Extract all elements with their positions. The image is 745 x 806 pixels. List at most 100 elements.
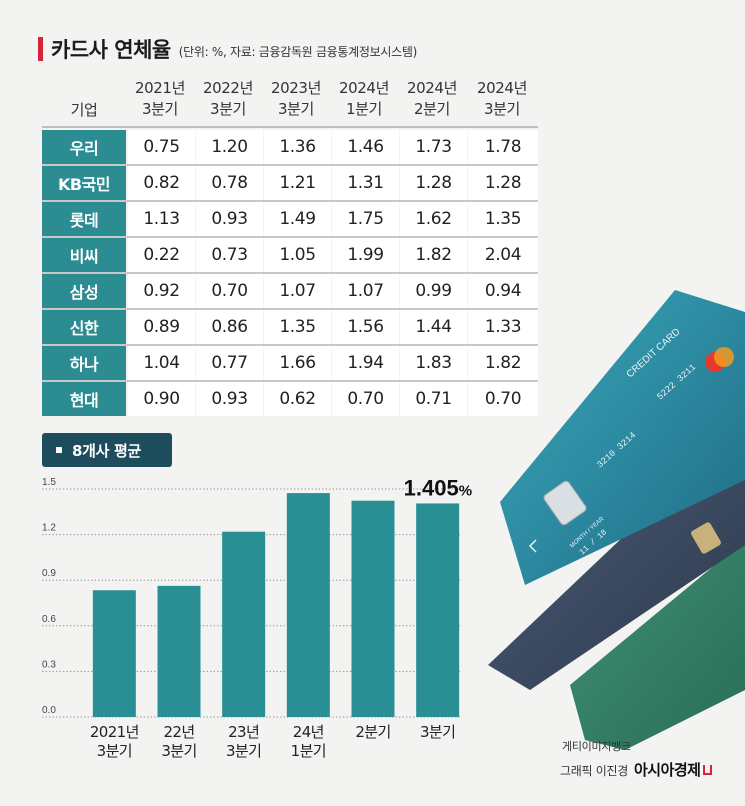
bullet-icon <box>56 447 62 453</box>
table-cell: 0.22 <box>128 238 195 272</box>
x-tick-label: 3분기 <box>226 742 261 760</box>
table-cell: 0.90 <box>128 382 195 416</box>
table-cell: 0.93 <box>196 202 263 236</box>
bar <box>351 500 395 717</box>
delinquency-table: 기업 2021년 3분기 2022년 3분기 2023년 3분기 2024년 1… <box>42 78 538 416</box>
x-tick-label: 23년 <box>228 723 259 741</box>
row-divider <box>42 308 538 310</box>
table-cell: 0.70 <box>468 382 538 416</box>
company-label: KB국민 <box>42 166 126 200</box>
y-tick-label: 0.0 <box>42 705 56 716</box>
table-cell: 1.73 <box>400 130 467 164</box>
table-cell: 1.28 <box>468 166 538 200</box>
x-tick-label: 2분기 <box>355 723 390 741</box>
bar <box>286 493 330 717</box>
table-cell: 1.56 <box>332 310 399 344</box>
column-header-year: 2022년 <box>203 79 253 97</box>
column-header-year: 2024년 <box>339 79 389 97</box>
bars <box>92 493 460 717</box>
column-header: 2021년 3분기 <box>127 78 193 120</box>
annotation-unit: % <box>459 482 472 499</box>
x-tick-label: 3분기 <box>161 742 196 760</box>
table-cell: 1.35 <box>264 310 331 344</box>
company-label: 우리 <box>42 130 126 164</box>
company-label: 삼성 <box>42 274 126 308</box>
table-cell: 1.04 <box>128 346 195 380</box>
row-divider <box>42 344 538 346</box>
table-cell: 0.89 <box>128 310 195 344</box>
table-cell: 0.62 <box>264 382 331 416</box>
table-cell: 1.07 <box>264 274 331 308</box>
table-row: 신한 0.89 0.86 1.35 1.56 1.44 1.33 <box>42 310 538 346</box>
x-tick-label: 22년 <box>163 723 194 741</box>
table-row: 하나 1.04 0.77 1.66 1.94 1.83 1.82 <box>42 346 538 382</box>
title-accent-bar <box>38 37 43 61</box>
x-tick-label: 1분기 <box>291 742 326 760</box>
column-header-quarter: 3분기 <box>278 100 314 118</box>
table-cell: 0.92 <box>128 274 195 308</box>
brand-logo: 아시아경제 <box>633 761 701 779</box>
table-cell: 1.75 <box>332 202 399 236</box>
company-label: 하나 <box>42 346 126 380</box>
table-row: 삼성 0.92 0.70 1.07 1.07 0.99 0.94 <box>42 274 538 310</box>
table-header: 기업 2021년 3분기 2022년 3분기 2023년 3분기 2024년 1… <box>42 78 538 128</box>
average-rate-bar-chart: 0.00.30.60.91.21.5 2021년3분기22년3분기23년3분기2… <box>42 475 472 760</box>
x-tick-label: 3분기 <box>420 723 455 741</box>
table-cell: 1.62 <box>400 202 467 236</box>
table-cell: 1.31 <box>332 166 399 200</box>
table-cell: 0.77 <box>196 346 263 380</box>
chevron-icon <box>528 539 537 553</box>
table-cell: 0.70 <box>196 274 263 308</box>
page-title: 카드사 연체율 <box>51 38 171 62</box>
table-cell: 0.71 <box>400 382 467 416</box>
y-tick-label: 1.2 <box>42 523 56 534</box>
green-card <box>570 540 745 750</box>
x-tick-label: 24년 <box>293 723 324 741</box>
column-header-quarter: 1분기 <box>346 100 382 118</box>
table-row: 롯데 1.13 0.93 1.49 1.75 1.62 1.35 <box>42 202 538 238</box>
credit-cards-illustration: CREDIT CARD 5222 3211 3210 3214 MONTH / … <box>488 290 745 750</box>
column-header-quarter: 3분기 <box>142 100 178 118</box>
company-label: 롯데 <box>42 202 126 236</box>
table-cell: 1.05 <box>264 238 331 272</box>
column-header-quarter: 3분기 <box>484 100 520 118</box>
column-header: 2024년 3분기 <box>467 78 537 120</box>
table-cell: 0.78 <box>196 166 263 200</box>
company-label: 현대 <box>42 382 126 416</box>
chip-icon <box>691 522 721 554</box>
column-header: 2024년 1분기 <box>331 78 397 120</box>
table-corner-label: 기업 <box>70 101 98 119</box>
table-cell: 0.93 <box>196 382 263 416</box>
x-tick-label: 2021년 <box>90 723 139 741</box>
chip-icon <box>543 480 587 526</box>
table-cell: 1.46 <box>332 130 399 164</box>
column-header: 2022년 3분기 <box>195 78 261 120</box>
table-cell: 1.44 <box>400 310 467 344</box>
bar <box>222 531 266 717</box>
y-tick-label: 0.9 <box>42 568 56 579</box>
average-badge: 8개사 평균 <box>42 433 172 467</box>
header-divider <box>42 126 538 128</box>
average-badge-label: 8개사 평균 <box>72 441 142 460</box>
y-axis-ticks: 0.0 0.3 0.6 0.9 1.2 1.5 <box>42 477 56 716</box>
table-cell: 0.75 <box>128 130 195 164</box>
row-divider <box>42 236 538 238</box>
graphic-credit-label: 그래픽 이진경 <box>560 764 628 778</box>
column-header-year: 2024년 <box>477 79 527 97</box>
table-cell: 1.66 <box>264 346 331 380</box>
row-divider <box>42 380 538 382</box>
table-cell: 0.99 <box>400 274 467 308</box>
table-cell: 1.20 <box>196 130 263 164</box>
table-cell: 1.07 <box>332 274 399 308</box>
table-row: 비씨 0.22 0.73 1.05 1.99 1.82 2.04 <box>42 238 538 274</box>
table-cell: 1.21 <box>264 166 331 200</box>
table-row: 현대 0.90 0.93 0.62 0.70 0.71 0.70 <box>42 382 538 416</box>
table-cell: 1.83 <box>400 346 467 380</box>
column-header-year: 2023년 <box>271 79 321 97</box>
table-row: KB국민 0.82 0.78 1.21 1.31 1.28 1.28 <box>42 166 538 202</box>
brand-mark-icon <box>703 765 713 775</box>
table-cell: 1.49 <box>264 202 331 236</box>
table-cell: 1.94 <box>332 346 399 380</box>
